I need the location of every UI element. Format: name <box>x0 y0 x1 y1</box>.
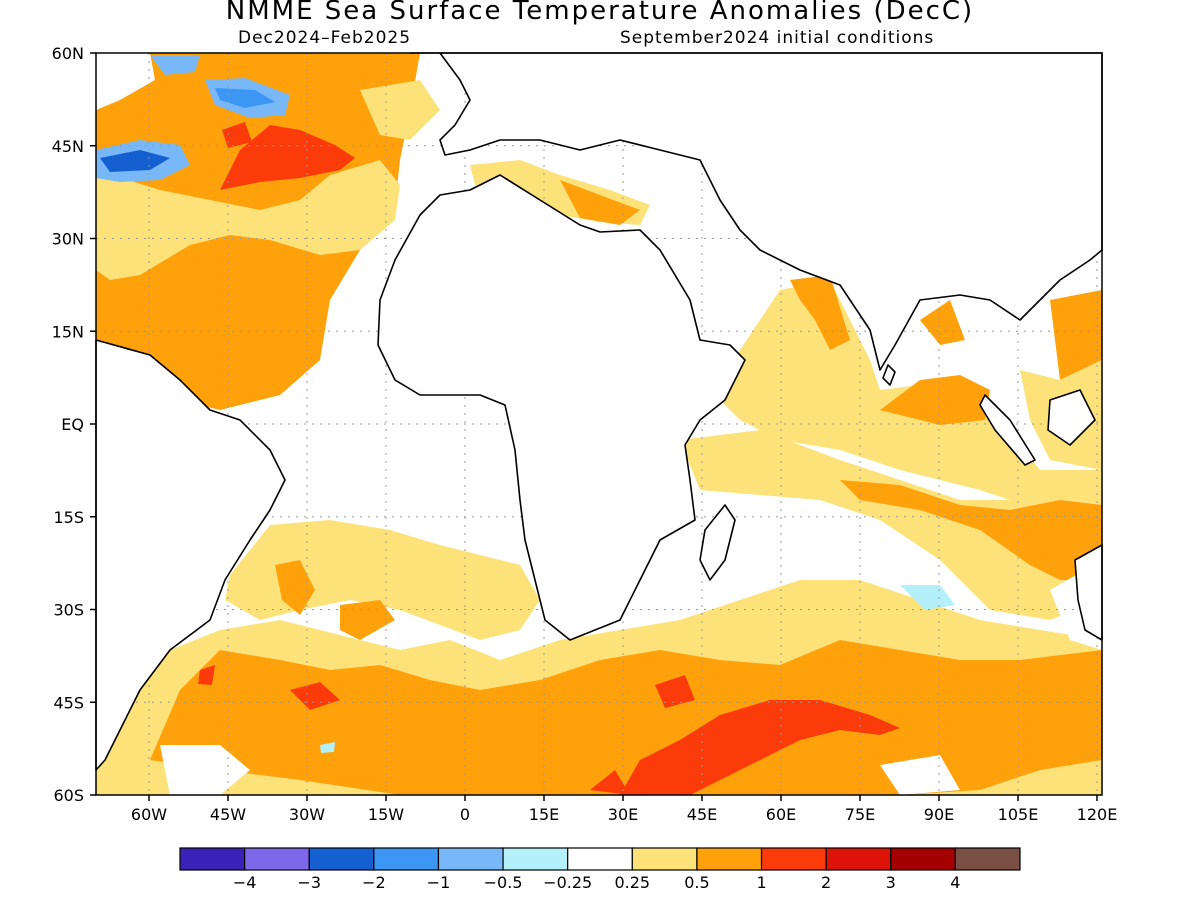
north-west-neutral <box>96 53 155 110</box>
longitude-label: 45E <box>687 805 717 824</box>
longitude-label: 90E <box>924 805 954 824</box>
north-atlantic-yellow <box>96 160 400 280</box>
southern-ocean-red-spot-4 <box>590 770 630 795</box>
south-atlantic-yellow <box>225 520 540 640</box>
colorbar-label: 4 <box>950 873 960 892</box>
colorbar-swatch <box>631 847 698 871</box>
colorbar-label: 3 <box>886 873 896 892</box>
labrador-blue-core <box>100 150 170 172</box>
colorbar-swatch <box>179 847 246 871</box>
map-title: NMME Sea Surface Temperature Anomalies (… <box>225 0 975 26</box>
latitude-label: 45S <box>53 693 84 712</box>
southern-ocean-red-spot-2 <box>290 682 340 710</box>
latitude-label: 45N <box>52 137 84 156</box>
madagascar-island <box>699 504 736 581</box>
colorbar-label: −0.5 <box>484 873 523 892</box>
colorbar-swatch <box>308 847 375 871</box>
colorbar-label: 0.25 <box>614 873 650 892</box>
colorbar-swatch <box>954 847 1021 871</box>
colorbar-swatch <box>502 847 569 871</box>
australia-landmass <box>1074 544 1103 641</box>
longitude-label: 120E <box>1077 805 1118 824</box>
north-atlantic-yellow-east <box>360 80 440 140</box>
indian-ocean-band-orange <box>840 480 1102 580</box>
longitude-label: 0 <box>460 805 470 824</box>
land-masses <box>95 52 1103 771</box>
equatorial-indian-orange <box>880 375 990 425</box>
colorbar-swatch <box>244 847 310 871</box>
colorbar-label: −0.25 <box>543 873 592 892</box>
greenland-blue-core <box>215 88 275 108</box>
borneo-island <box>1047 389 1096 446</box>
mediterranean-orange <box>560 180 640 225</box>
south-atlantic-orange-blob <box>275 560 315 615</box>
longitude-label: 30E <box>608 805 638 824</box>
colorbar-labels: −4 −3 −2 −1 −0.5 −0.25 0.25 0.5 1 2 3 4 <box>233 873 961 892</box>
indian-light-blue-spot <box>900 585 955 610</box>
latitude-label: 15N <box>52 322 84 341</box>
longitude-label: 105E <box>998 805 1039 824</box>
longitude-label: 15E <box>529 805 559 824</box>
longitude-label: 75E <box>845 805 875 824</box>
colorbar-swatch <box>760 847 827 871</box>
sri-lanka-island <box>882 364 896 386</box>
colorbar-label: 1 <box>756 873 766 892</box>
south-america-landmass <box>95 339 286 771</box>
colorbar-swatch <box>696 847 763 871</box>
south-china-sea-orange <box>1050 290 1102 380</box>
southern-ocean-red-spot-1 <box>655 675 695 708</box>
colorbar-swatch <box>567 847 633 871</box>
north-atlantic-red-spot <box>222 122 252 148</box>
longitude-label: 60W <box>131 805 167 824</box>
latitude-label: 15S <box>53 508 84 527</box>
longitude-labels: 60W 45W 30W 15W 0 15E 30E 45E 60E 75E 90E 105E 120E <box>131 805 1117 824</box>
latitude-label: 60N <box>52 44 84 63</box>
arabian-sea-orange <box>790 275 850 350</box>
indian-ocean-band-yellow <box>680 430 1102 620</box>
atlantic-light-blue-spot <box>320 742 335 753</box>
colorbar-label: −2 <box>362 873 386 892</box>
latitude-label: EQ <box>61 415 84 434</box>
sumatra-island <box>979 394 1036 466</box>
anomaly-field <box>96 53 1102 795</box>
southern-ocean-red-spot-3 <box>198 665 215 685</box>
season-label: Dec2024–Feb2025 <box>238 28 412 48</box>
arctic-light-blue <box>150 55 200 75</box>
colorbar <box>179 847 1021 871</box>
southern-ocean-red-core <box>620 700 900 795</box>
longitude-label: 60E <box>766 805 796 824</box>
colorbar-swatch <box>825 847 892 871</box>
axis-ticks <box>90 52 1098 801</box>
southern-ocean-orange <box>150 640 1102 795</box>
latitude-label: 30S <box>53 601 84 620</box>
colorbar-label: −1 <box>427 873 451 892</box>
colorbar-label: 2 <box>821 873 831 892</box>
north-atlantic-red-core <box>220 125 355 190</box>
longitude-label: 15W <box>368 805 404 824</box>
southern-ocean-neutral-2 <box>880 755 960 795</box>
colorbar-label: −3 <box>297 873 321 892</box>
africa-eurasia-landmass <box>377 174 746 641</box>
latitude-label: 30N <box>52 230 84 249</box>
latitude-labels: 60N 45N 30N 15N EQ 15S 30S 45S 60S <box>52 44 84 805</box>
latitude-label: 60S <box>53 786 84 805</box>
europe-landmass <box>409 52 1103 371</box>
bay-of-bengal-orange <box>920 300 965 345</box>
colorbar-label: 0.5 <box>684 873 709 892</box>
colorbar-swatch <box>890 847 956 871</box>
colorbar-swatch <box>373 847 440 871</box>
colorbar-label: −4 <box>233 873 257 892</box>
init-label: September2024 initial conditions <box>620 28 935 48</box>
longitude-label: 45W <box>210 805 246 824</box>
longitude-label: 30W <box>289 805 325 824</box>
colorbar-swatch <box>437 847 504 871</box>
